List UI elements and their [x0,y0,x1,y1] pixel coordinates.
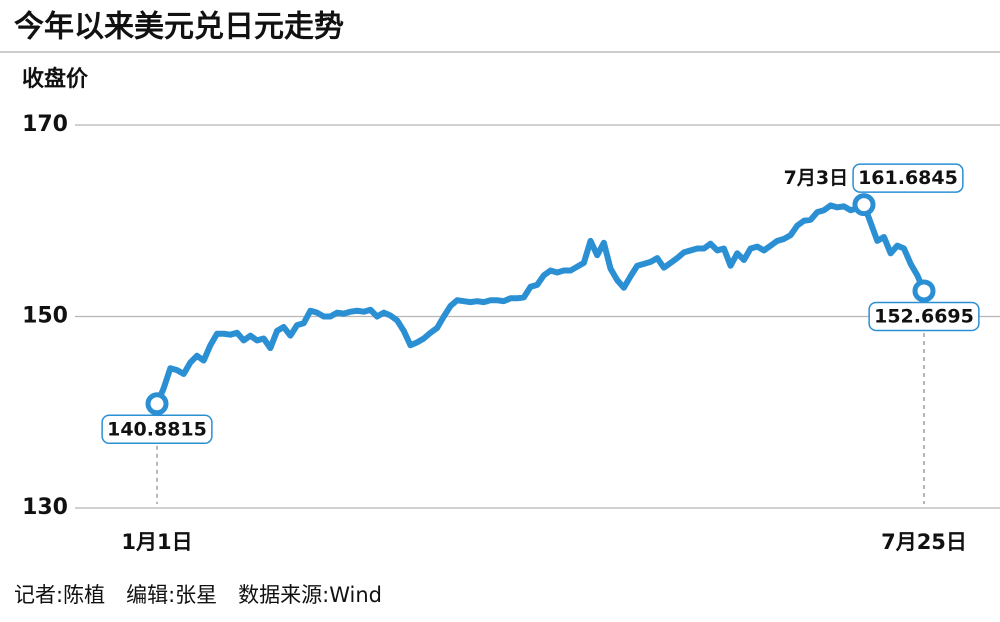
point-label: 140.8815 [101,414,213,504]
point-date-label: 7月3日 [784,167,848,189]
y-tick-label: 130 [22,495,68,520]
point-label: 161.6845 [852,163,964,193]
x-tick-label: 7月25日 [881,530,967,554]
x-tick-label: 1月1日 [121,530,192,554]
value-label: 161.6845 [858,167,958,189]
value-label: 152.6695 [874,305,974,327]
source-note: 记者:陈植 编辑:张星 数据来源:Wind [14,583,382,607]
value-label-box [852,163,964,193]
point-marker [145,392,169,416]
point-marker [852,193,876,217]
line-series [154,201,927,407]
point-label: 152.6695 [868,301,980,504]
y-tick-label: 150 [22,304,68,329]
value-label: 140.8815 [107,418,207,440]
y-axis-label: 收盘价 [22,66,89,92]
y-tick-label: 170 [22,112,68,137]
point-marker [912,279,936,303]
chart-title: 今年以来美元兑日元走势 [14,10,344,45]
